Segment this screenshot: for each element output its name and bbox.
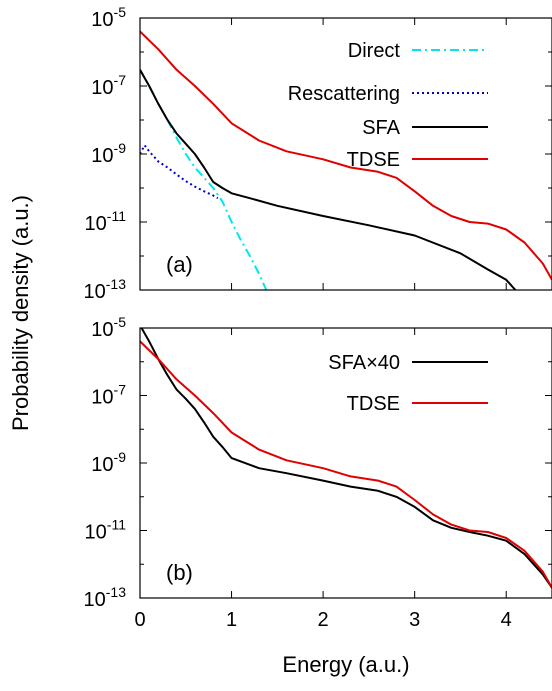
y-tick-label: 10-13 (84, 276, 127, 303)
series-line-direct (140, 70, 266, 290)
x-axis-label: Energy (a.u.) (282, 652, 409, 677)
legend-label: TDSE (347, 149, 400, 171)
y-tick-label: 10-5 (91, 314, 126, 341)
legend-label: Rescattering (288, 83, 400, 105)
y-tick-label: 10-11 (85, 208, 127, 235)
x-tick-label: 4 (501, 609, 512, 631)
series-line-tdse (140, 341, 552, 587)
y-tick-label: 10-13 (84, 584, 127, 611)
x-tick-label: 2 (318, 609, 329, 631)
x-tick-label: 1 (226, 609, 237, 631)
panel-label: (b) (166, 560, 193, 585)
legend-label: SFA×40 (328, 352, 400, 374)
y-tick-label: 10-11 (85, 517, 127, 544)
y-tick-label: 10-5 (91, 4, 126, 31)
panel-label: (a) (166, 252, 193, 277)
panel-b: 0 1 2 3 4 10-5 10-7 10-9 10-11 10-13 SFA×40 TDSE (b) (84, 314, 552, 631)
legend-label: TDSE (347, 393, 400, 415)
y-tick-label: 10-7 (91, 382, 126, 409)
x-tick-label: 0 (134, 609, 145, 631)
y-tick-label: 10-9 (91, 140, 126, 167)
y-tick-label: 10-9 (91, 449, 126, 476)
legend-label: Direct (348, 40, 401, 62)
x-tick-label: 3 (409, 609, 420, 631)
legend-label: SFA (362, 117, 400, 139)
panel-a: 10-5 10-7 10-9 10-11 10-13 Direct Rescattering… (84, 4, 552, 303)
y-tick-label: 10-7 (91, 72, 126, 99)
y-axis-label: Probability density (a.u.) (8, 195, 33, 431)
